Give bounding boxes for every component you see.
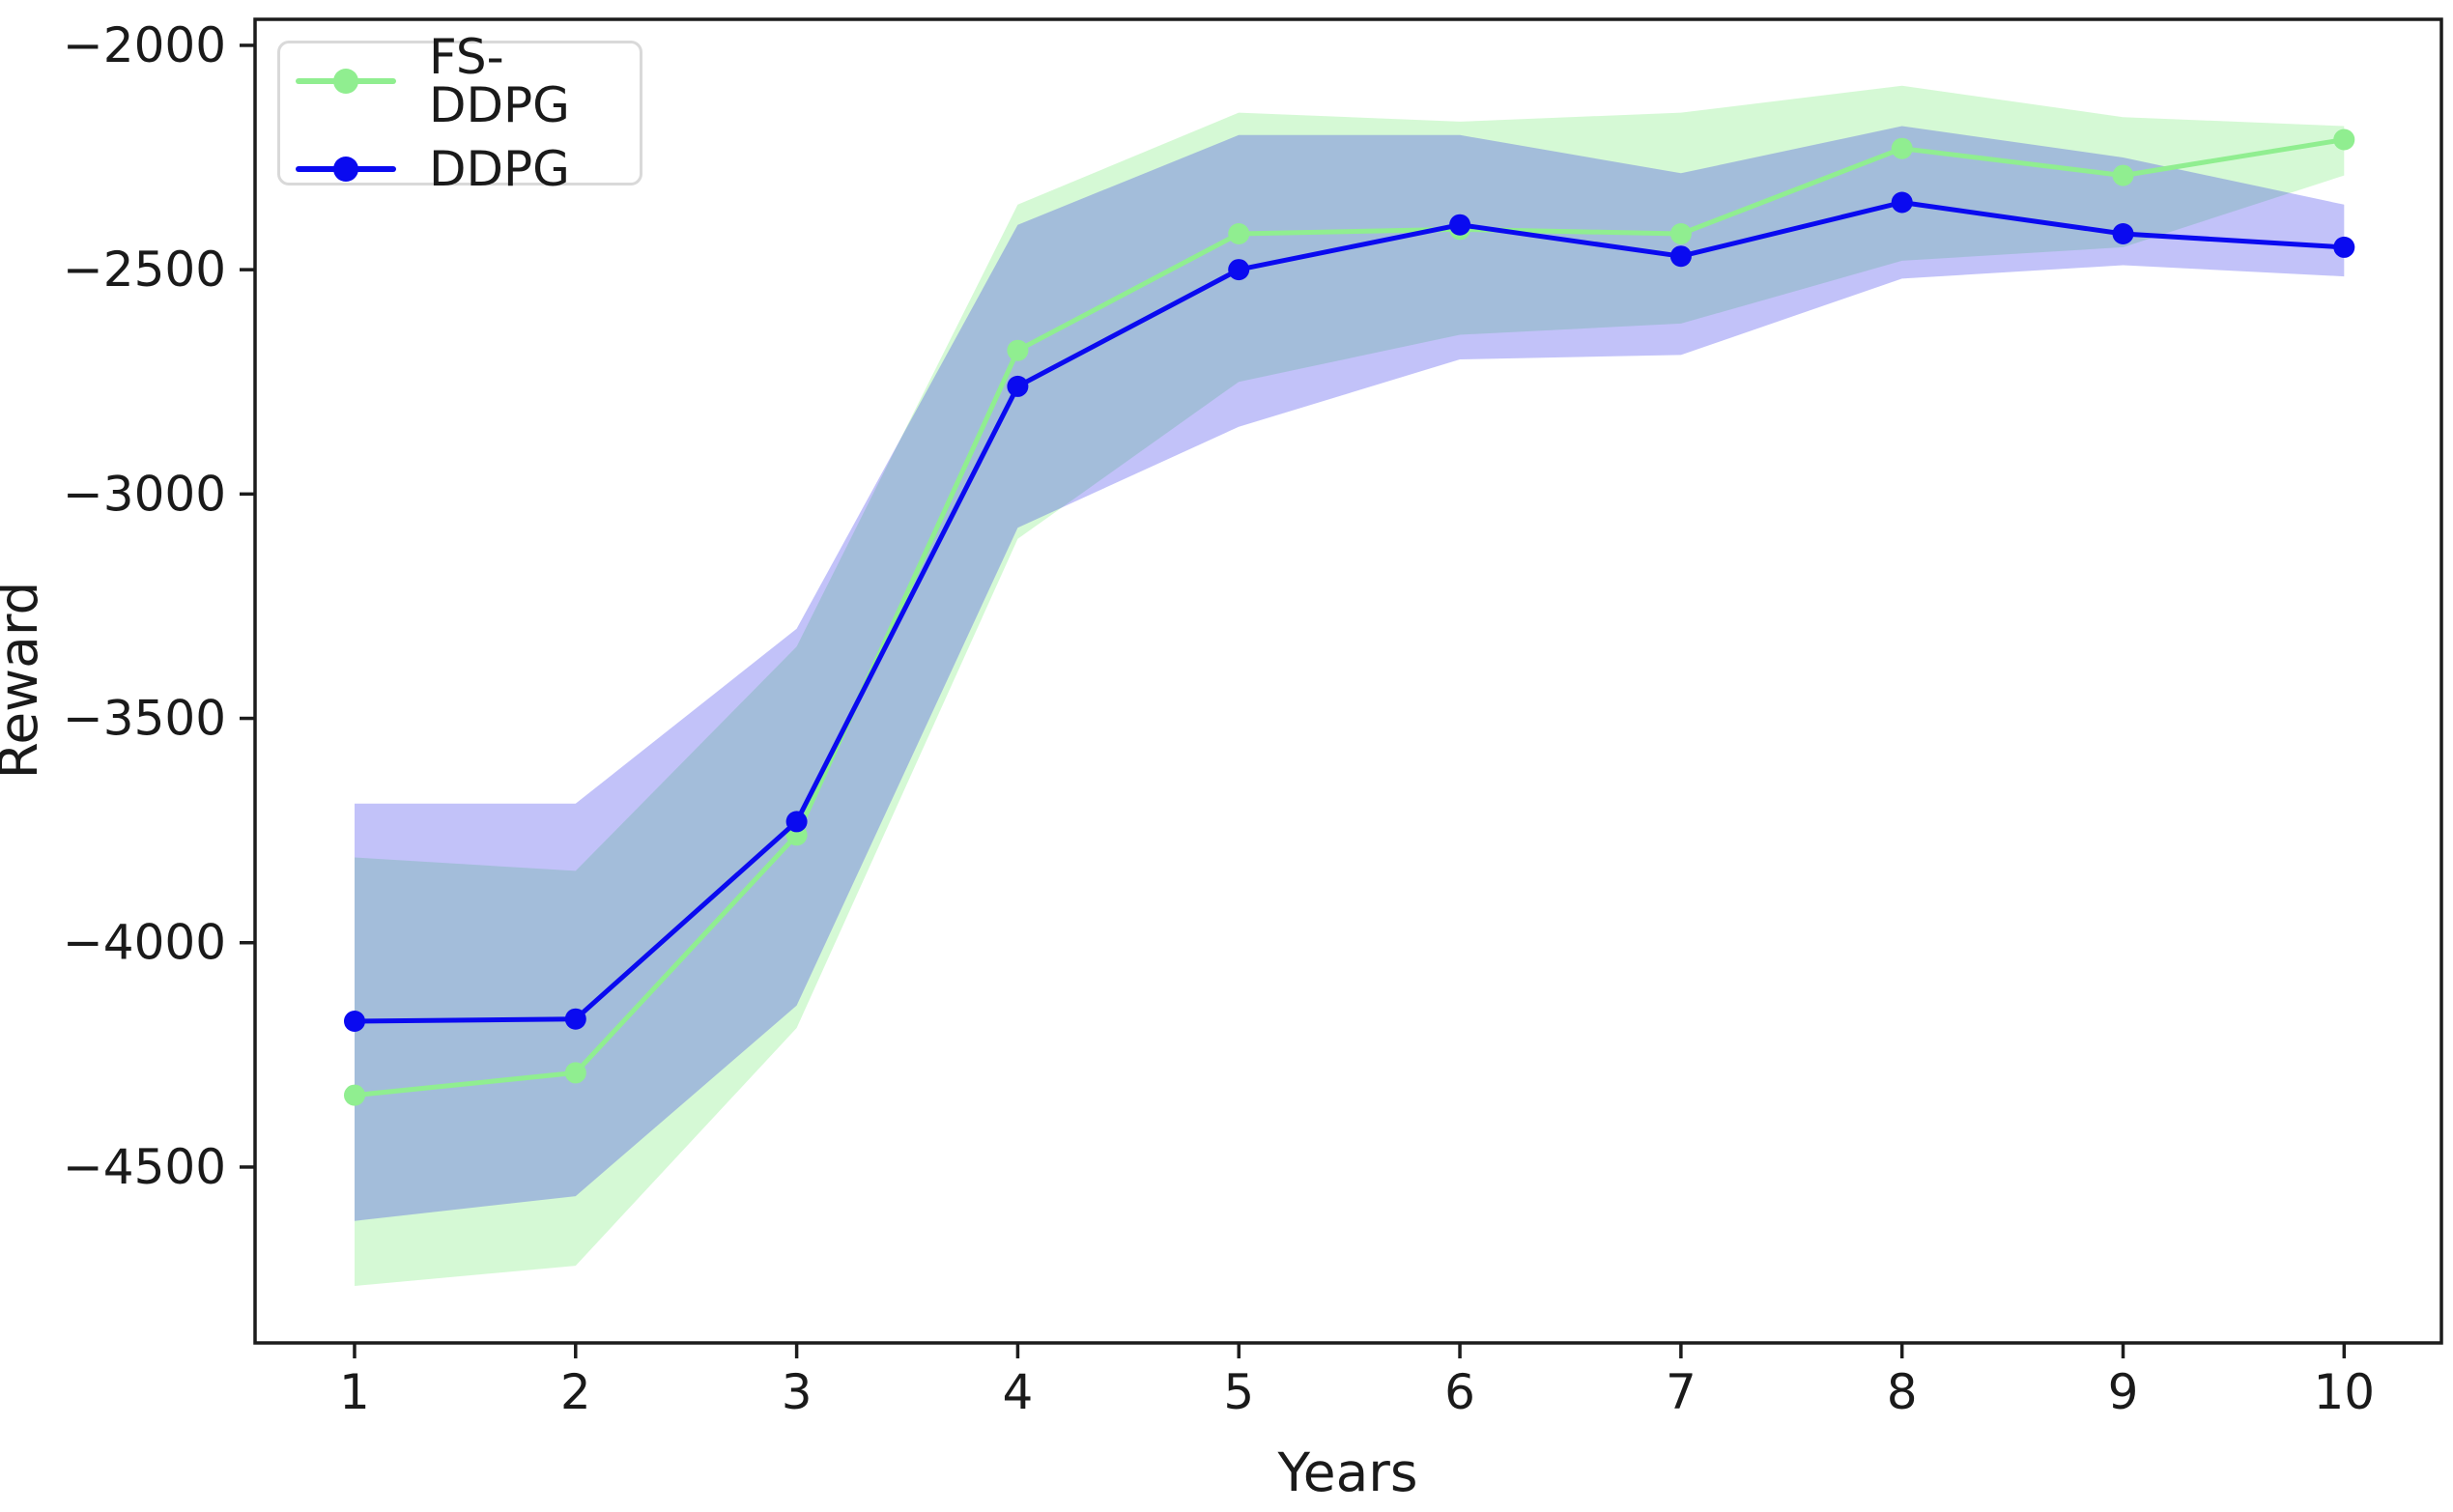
ddpg-point-year-9 [2112,223,2134,244]
x-tick-label-1: 1 [339,1364,370,1420]
ddpg-point-year-10 [2333,236,2355,258]
ddpg-point-year-4 [1007,375,1029,397]
ddpg-confidence-band [355,126,2345,1221]
x-tick-label-9: 9 [2108,1364,2139,1420]
ddpg-point-year-1 [344,1011,365,1032]
x-tick-label-6: 6 [1444,1364,1475,1420]
legend: FS-DDPG DDPG [277,33,642,193]
y-tick-label--3000: −3000 [63,466,226,522]
ddpg-point-year-3 [785,811,808,833]
legend-item-ddpg: DDPG [280,145,640,193]
x-tick-label-5: 5 [1223,1364,1254,1420]
tick-marks [240,43,2347,1358]
ddpg-point-year-7 [1669,245,1692,268]
y-tick-label--4500: −4500 [63,1139,226,1195]
y-tick-label--2000: −2000 [63,17,226,73]
fs-ddpg-confidence-band [355,85,2345,1287]
ddpg-point-year-2 [564,1008,586,1030]
ddpg-point-year-5 [1228,259,1250,281]
fs-ddpg-point-year-1 [344,1084,365,1106]
legend-label-fs-ddpg: FS-DDPG [429,29,570,133]
y-tick-label--4000: −4000 [63,915,226,971]
ddpg-line-sample-icon [296,157,396,182]
tick-labels: 1 2 3 4 5 6 7 8 9 10 −2000 −2500 −3000 −3500 −4000 −450… [63,17,2375,1420]
y-axis-label: Reward [0,582,49,780]
ddpg-point-year-8 [1891,191,1913,214]
fs-ddpg-line [352,137,2347,1098]
fs-ddpg-point-year-7 [1669,223,1692,244]
x-tick-label-2: 2 [560,1364,591,1420]
x-tick-label-10: 10 [2314,1364,2376,1420]
fs-ddpg-point-year-10 [2333,128,2355,151]
plot-border [253,17,2443,1345]
axes [253,17,2443,1345]
x-tick-label-8: 8 [1887,1364,1918,1420]
ddpg-marker-icon [333,157,358,182]
fs-ddpg-point-year-4 [1007,339,1029,361]
x-axis-label: Years [1276,1441,1417,1503]
fs-ddpg-point-year-2 [564,1062,586,1084]
ddpg-line [352,200,2347,1024]
x-tick-label-7: 7 [1666,1364,1697,1420]
x-tick-label-4: 4 [1003,1364,1034,1420]
fs-ddpg-point-year-8 [1891,137,1913,159]
legend-label-ddpg: DDPG [429,141,570,197]
x-tick-label-3: 3 [782,1364,813,1420]
ddpg-point-year-6 [1449,214,1471,236]
fs-ddpg-point-year-9 [2112,164,2134,186]
y-tick-label--3500: −3500 [63,691,226,747]
confidence-bands [355,85,2345,1287]
fs-ddpg-point-year-5 [1228,223,1250,244]
fs-ddpg-line-sample-icon [296,69,396,94]
fs-ddpg-marker-icon [333,69,358,94]
y-tick-label--2500: −2500 [63,242,226,298]
legend-item-fs-ddpg: FS-DDPG [280,33,640,129]
series-lines [344,128,2355,1106]
